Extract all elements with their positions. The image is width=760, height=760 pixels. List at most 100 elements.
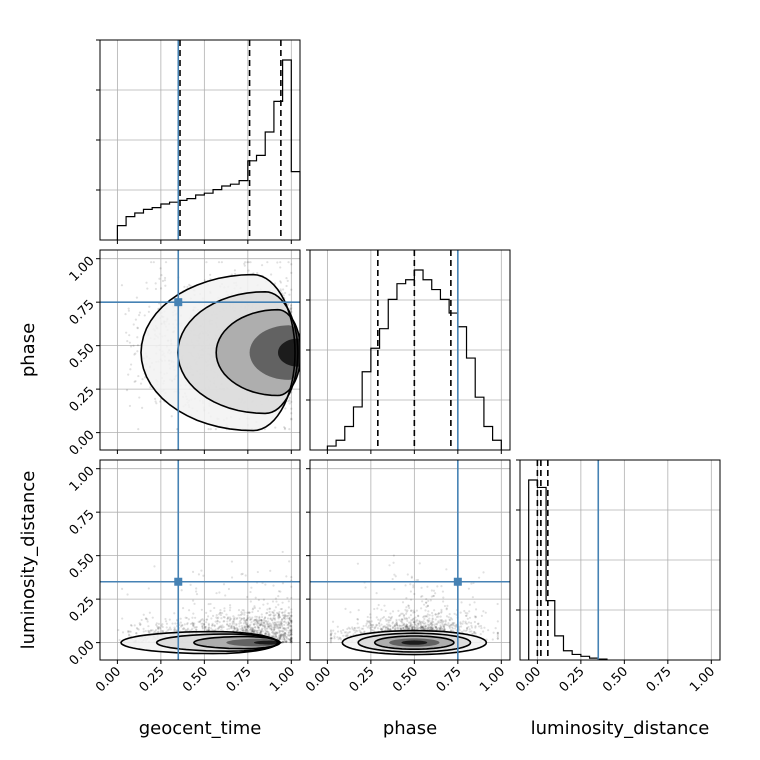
sample-point — [269, 617, 272, 620]
sample-point — [363, 631, 366, 634]
sample-point — [412, 586, 415, 589]
sample-point — [362, 624, 365, 628]
sample-point — [389, 624, 392, 627]
sample-point — [238, 620, 241, 623]
sample-point — [259, 623, 263, 626]
sample-point — [133, 380, 136, 383]
sample-point — [257, 626, 260, 630]
sample-point — [474, 615, 478, 618]
sample-point — [205, 618, 209, 621]
sample-point — [256, 625, 259, 629]
sample-point — [290, 614, 293, 617]
sample-point — [331, 620, 335, 623]
sample-point — [240, 624, 243, 628]
sample-point — [258, 623, 261, 626]
sample-point — [353, 627, 356, 630]
sample-point — [277, 595, 280, 598]
sample-point — [279, 590, 282, 593]
sample-point — [174, 622, 177, 625]
sample-point — [242, 629, 245, 632]
sample-point — [409, 625, 412, 628]
sample-point — [434, 613, 437, 616]
sample-point — [260, 613, 263, 616]
sample-point — [412, 617, 416, 620]
sample-point — [279, 633, 283, 636]
sample-point — [230, 624, 233, 627]
sample-point — [435, 628, 439, 631]
sample-point — [277, 603, 280, 606]
sample-point — [246, 624, 250, 628]
sample-point — [352, 629, 356, 632]
sample-point — [442, 625, 446, 628]
sample-point — [140, 618, 143, 622]
sample-point — [392, 625, 395, 628]
sample-point — [339, 638, 343, 641]
sample-point — [282, 633, 285, 636]
sample-point — [385, 619, 388, 622]
sample-point — [401, 612, 404, 615]
sample-point — [410, 628, 414, 631]
sample-point — [241, 572, 244, 575]
x-tick-label: 0.00 — [513, 664, 544, 695]
sample-point — [186, 623, 189, 626]
sample-point — [267, 632, 270, 635]
sample-point — [433, 623, 437, 626]
sample-point — [453, 612, 456, 615]
sample-point — [252, 630, 255, 633]
sample-point — [380, 628, 383, 631]
sample-point — [180, 589, 183, 592]
sample-point — [231, 625, 234, 628]
sample-point — [422, 620, 425, 623]
sample-point — [429, 625, 432, 629]
sample-point — [421, 600, 424, 603]
sample-point — [138, 396, 141, 399]
sample-point — [447, 622, 450, 625]
sample-point — [137, 374, 140, 378]
sample-point — [417, 614, 420, 617]
sample-point — [249, 623, 252, 626]
sample-point — [255, 623, 258, 626]
sample-point — [470, 624, 473, 627]
sample-point — [329, 641, 332, 644]
sample-point — [436, 613, 439, 616]
sample-point — [417, 615, 420, 618]
sample-point — [219, 624, 222, 627]
sample-point — [387, 623, 390, 626]
sample-point — [278, 634, 281, 637]
sample-point — [194, 626, 197, 629]
sample-point — [267, 614, 271, 617]
sample-point — [249, 590, 252, 594]
sample-point — [260, 618, 263, 622]
sample-point — [290, 629, 293, 632]
sample-point — [290, 620, 293, 623]
sample-point — [257, 629, 260, 632]
sample-point — [434, 592, 437, 595]
sample-point — [245, 629, 248, 632]
sample-point — [278, 622, 281, 625]
sample-point — [290, 629, 293, 632]
sample-point — [254, 596, 257, 599]
sample-point — [149, 386, 152, 389]
sample-point — [460, 630, 464, 633]
sample-point — [437, 626, 440, 630]
sample-point — [290, 596, 293, 600]
sample-point — [267, 623, 271, 626]
sample-point — [273, 623, 276, 627]
sample-point — [128, 334, 131, 337]
sample-point — [455, 623, 458, 626]
sample-point — [270, 618, 273, 622]
sample-point — [340, 631, 343, 635]
sample-point — [129, 624, 133, 627]
sample-point — [158, 277, 161, 280]
sample-point — [430, 625, 433, 628]
sample-point — [398, 624, 401, 627]
sample-point — [253, 625, 257, 629]
sample-point — [246, 261, 249, 264]
sample-point — [339, 630, 343, 633]
sample-point — [209, 273, 212, 276]
sample-point — [278, 625, 282, 629]
sample-point — [329, 633, 332, 636]
sample-point — [494, 627, 497, 630]
sample-point — [409, 583, 412, 586]
